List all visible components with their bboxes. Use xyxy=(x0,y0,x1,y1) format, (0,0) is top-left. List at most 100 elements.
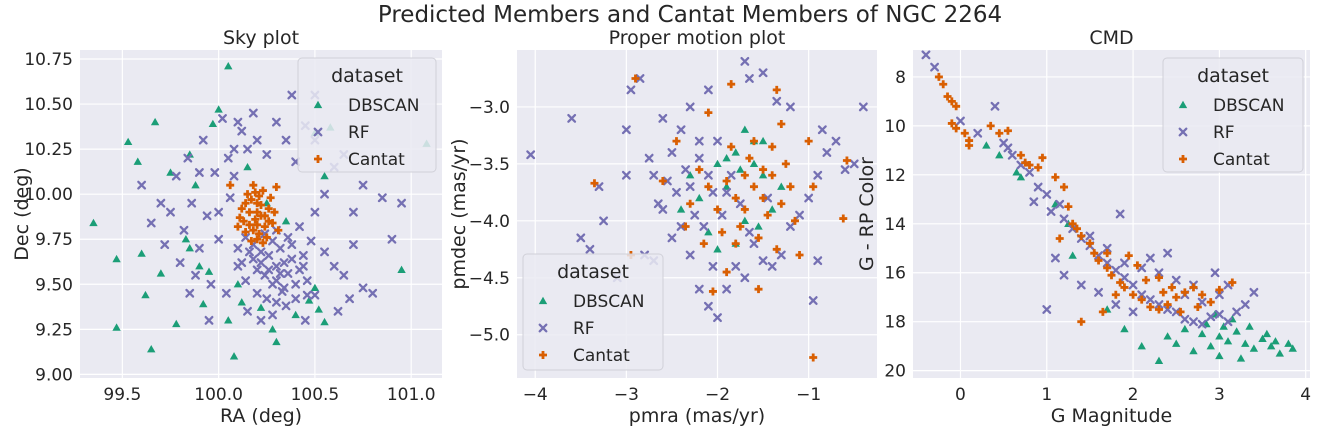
data-point-dbscan xyxy=(314,305,323,313)
data-point-rf xyxy=(1189,317,1198,327)
data-point-rf xyxy=(808,296,818,306)
data-point-cantat xyxy=(1129,290,1138,299)
proper-motion-plot-legend: dataset DBSCAN RF Cantat xyxy=(522,253,664,371)
legend-label-dbscan: DBSCAN xyxy=(1213,96,1284,116)
data-point-dbscan xyxy=(229,352,239,360)
data-point-dbscan xyxy=(1206,341,1215,350)
data-point-cantat xyxy=(268,219,277,228)
legend-marker-dbscan xyxy=(1178,100,1188,109)
cmd-plot-y-axis-label: G - RP Color xyxy=(856,157,878,271)
proper-motion-plot-y-axis-label: pmdec (mas/yr) xyxy=(448,138,470,289)
data-point-dbscan xyxy=(172,319,181,328)
data-point-rf xyxy=(1025,167,1034,177)
data-point-cantat xyxy=(1163,300,1172,309)
data-point-dbscan xyxy=(304,296,314,304)
data-point-rf xyxy=(1128,280,1138,290)
data-point-cantat xyxy=(727,142,736,151)
data-point-rf xyxy=(279,258,289,268)
data-point-rf xyxy=(653,199,663,209)
data-point-rf xyxy=(1154,268,1164,278)
data-point-dbscan xyxy=(281,217,291,225)
data-point-rf xyxy=(644,153,654,163)
data-point-cantat xyxy=(631,74,640,83)
legend-label-cantat: Cantat xyxy=(348,150,405,170)
data-point-rf xyxy=(1085,231,1095,241)
data-point-cantat xyxy=(239,217,248,226)
data-point-rf xyxy=(758,68,768,78)
data-point-cantat xyxy=(249,181,258,190)
data-point-rf xyxy=(333,306,343,316)
y-tick-label: 10 xyxy=(884,117,906,137)
data-point-rf xyxy=(185,288,195,298)
data-point-cantat xyxy=(839,214,848,223)
y-tick-label: 14 xyxy=(884,215,906,235)
data-point-cantat xyxy=(1154,273,1163,282)
sky-plot-points xyxy=(89,62,431,360)
x-tick-label: −3 xyxy=(614,385,639,405)
data-point-cantat xyxy=(1090,249,1099,258)
data-point-rf xyxy=(649,170,659,180)
data-point-dbscan xyxy=(1271,337,1280,345)
series-rf xyxy=(526,56,868,323)
x-tick-label: 0 xyxy=(955,385,966,405)
data-point-dbscan xyxy=(1284,339,1293,347)
proper-motion-plot-x-axis-label: pmra (mas/yr) xyxy=(629,405,765,427)
data-point-rf xyxy=(831,136,841,146)
y-tick-label: 10.00 xyxy=(24,185,73,205)
data-point-dbscan xyxy=(1189,346,1198,355)
data-point-rf xyxy=(306,236,316,246)
data-point-rf xyxy=(256,247,266,257)
legend-marker-rf xyxy=(538,323,548,333)
data-point-rf xyxy=(694,284,704,294)
data-point-rf xyxy=(256,315,266,325)
data-point-rf xyxy=(744,227,754,237)
data-point-cantat xyxy=(740,205,749,214)
data-point-dbscan xyxy=(112,323,121,331)
data-point-rf xyxy=(252,265,262,275)
data-point-rf xyxy=(348,207,358,217)
data-point-dbscan xyxy=(147,344,156,353)
data-point-cantat xyxy=(795,251,804,259)
data-point-dbscan xyxy=(1232,327,1241,335)
data-point-cantat xyxy=(713,205,722,214)
legend-marker-rf xyxy=(313,127,323,137)
data-point-dbscan xyxy=(320,171,329,180)
data-point-rf xyxy=(237,126,247,136)
y-tick-label: 10.25 xyxy=(24,140,73,160)
data-point-cantat xyxy=(1003,126,1012,135)
data-point-dbscan xyxy=(397,265,406,274)
data-point-rf xyxy=(685,102,695,112)
data-point-rf xyxy=(726,170,736,180)
data-point-dbscan xyxy=(1012,168,1021,176)
data-point-rf xyxy=(1007,150,1017,160)
data-point-dbscan xyxy=(1275,349,1284,357)
y-tick-label: −5.0 xyxy=(469,326,510,346)
data-point-cantat xyxy=(1051,173,1060,182)
data-point-rf xyxy=(1210,268,1220,278)
data-point-rf xyxy=(291,279,301,289)
data-point-rf xyxy=(722,284,732,294)
data-point-rf xyxy=(295,222,304,232)
data-point-cantat xyxy=(772,245,781,254)
data-point-cantat xyxy=(1055,234,1064,243)
data-point-rf xyxy=(298,251,308,260)
data-point-cantat xyxy=(245,208,254,217)
legend-title: dataset xyxy=(557,261,629,283)
data-point-cantat xyxy=(1142,276,1151,285)
data-point-rf xyxy=(202,211,212,221)
data-point-dbscan xyxy=(291,310,300,319)
data-point-cantat xyxy=(947,119,956,128)
data-point-rf xyxy=(990,101,1000,111)
series-rf xyxy=(921,50,1259,329)
data-point-dbscan xyxy=(1215,332,1224,340)
data-point-rf xyxy=(849,159,859,169)
data-point-rf xyxy=(822,148,832,157)
data-point-rf xyxy=(1214,309,1224,319)
data-point-cantat xyxy=(1077,232,1086,241)
data-point-cantat xyxy=(952,102,961,111)
data-point-rf xyxy=(685,250,695,260)
figure-title: Predicted Members and Cantat Members of … xyxy=(378,2,1002,28)
data-point-cantat xyxy=(786,182,795,191)
data-point-dbscan xyxy=(243,162,252,171)
data-point-cantat xyxy=(1072,224,1081,233)
